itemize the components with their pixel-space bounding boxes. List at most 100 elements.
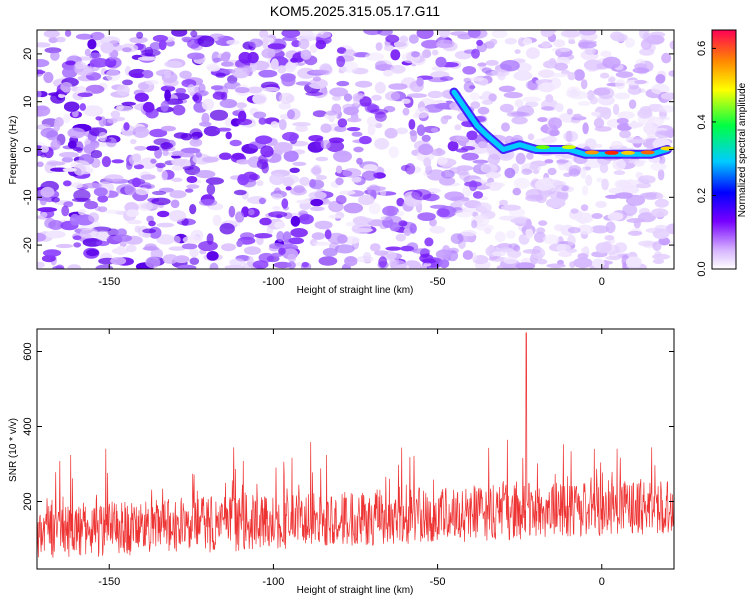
spectrogram-noise-blob [151, 197, 171, 206]
spectrogram-noise-blob [627, 230, 643, 236]
spectrogram-noise-blob [472, 159, 489, 164]
snr-x-tick-label: 0 [599, 576, 605, 588]
spectrogram-noise-blob [455, 135, 469, 141]
signal-hot-spot [604, 150, 619, 155]
spectrogram-noise-blob [566, 108, 573, 115]
spectrogram-noise-blob [624, 37, 635, 48]
snr-panel: -150 -100 -50 0 200 400 600 Height of straigh… [8, 328, 675, 596]
spectrogram-y-ticks: -20 -10 0 10 20 [22, 48, 674, 253]
spectrogram-noise-blob [408, 119, 416, 130]
spectrogram-noise-blob [659, 105, 674, 113]
spectrogram-noise-blob [658, 237, 670, 246]
spectrogram-noise-blob [43, 71, 54, 84]
spectrogram-noise-blob [610, 140, 623, 150]
spectrogram-noise-blob [639, 48, 655, 56]
spectrogram-noise-blob [150, 158, 157, 164]
spectrogram-noise-blob [43, 30, 60, 38]
spectrogram-noise-blob [430, 127, 439, 133]
spectrogram-noise-blob [308, 191, 327, 200]
spectrogram-noise-blob [548, 117, 562, 130]
spectrogram-noise-blob [60, 82, 73, 93]
spectrogram-noise-blob [87, 39, 97, 50]
spectrogram-noise-blob [225, 131, 232, 140]
spectrogram-noise-blob [540, 30, 554, 38]
spectrogram-noise-blob [73, 242, 82, 248]
spectrogram-noise-blob [50, 139, 61, 150]
spectrogram-noise-blob [161, 170, 168, 181]
spectrogram-noise-blob [654, 198, 669, 208]
spectrogram-noise-blob [573, 113, 582, 119]
spectrogram-noise-blob [262, 37, 269, 50]
spectrogram-noise-blob [656, 116, 671, 121]
spectrogram-noise-blob [429, 225, 446, 234]
spectrogram-noise-blob [600, 50, 612, 58]
spectrogram-noise-blob [212, 57, 223, 63]
spectrogram-noise-blob [464, 181, 482, 188]
spectrogram-noise-blob [637, 212, 657, 223]
spectrogram-noise-blob [333, 150, 352, 163]
spectrogram-noise-blob [300, 49, 312, 60]
spectrogram-noise-blob [556, 159, 569, 164]
spectrogram-noise-blob [299, 176, 310, 186]
spectrogram-noise-blob [346, 117, 362, 123]
spectrogram-noise-blob [345, 221, 356, 227]
spectrogram-noise-blob [199, 199, 218, 207]
spectrogram-noise-blob [454, 124, 462, 131]
colorbar-ticks: 0.0 0.2 0.4 0.6 [696, 41, 716, 277]
spectrogram-noise-blob [115, 245, 126, 256]
spectrogram-noise-blob [447, 140, 459, 152]
signal-hot-spot [561, 145, 576, 150]
spectrogram-noise-blob [156, 222, 175, 228]
spectrogram-noise-blob [593, 117, 605, 129]
spectrogram-noise-blob [134, 92, 149, 103]
spectrogram-noise-blob [475, 224, 494, 231]
spectrogram-noise-blob [233, 189, 247, 196]
spectrogram-noise-blob [567, 234, 576, 246]
spectrogram-noise-blob [67, 127, 86, 139]
spectrogram-noise-blob [154, 147, 163, 159]
spectrogram-noise-blob [504, 37, 517, 45]
spectrogram-noise-blob [538, 69, 555, 78]
spectrogram-noise-blob [141, 49, 161, 57]
spectrogram-noise-blob [258, 117, 267, 125]
spectrogram-noise-blob [522, 249, 541, 254]
spectrogram-noise-blob [547, 167, 557, 176]
spectrogram-noise-blob [462, 66, 477, 75]
spectrogram-noise-blob [149, 42, 162, 51]
spectrogram-noise-blob [285, 61, 297, 73]
spectrogram-noise-blob [134, 225, 141, 233]
spectrogram-noise-blob [375, 42, 383, 51]
spectrogram-noise-blob [40, 186, 55, 198]
spectrogram-noise-blob [110, 110, 121, 119]
spectrogram-noise-blob [427, 188, 441, 194]
spectrogram-noise-blob [589, 96, 598, 105]
spectrogram-noise-blob [171, 30, 188, 37]
spectrogram-x-ticks: -150 -100 -50 0 [98, 30, 605, 288]
spectrogram-y-tick-label: 0 [22, 146, 34, 152]
spectrogram-noise-blob [198, 83, 206, 93]
spectrogram-noise-blob [292, 122, 311, 127]
spectrogram-noise-blob [390, 49, 401, 61]
spectrogram-noise-blob [437, 156, 448, 165]
spectrogram-noise-blob [315, 175, 327, 180]
spectrogram-noise-blob [490, 181, 497, 187]
spectrogram-noise-blob [401, 98, 411, 104]
spectrogram-noise-blob [568, 35, 576, 44]
spectrogram-noise-blob [336, 234, 348, 244]
spectrogram-noise-blob [549, 129, 560, 137]
spectrogram-noise-blob [252, 93, 267, 105]
spectrogram-noise-blob [651, 83, 670, 95]
spectrogram-noise-blob [126, 244, 137, 253]
spectrogram-noise-blob [353, 228, 373, 233]
spectrogram-noise-blob [390, 260, 407, 269]
spectrogram-noise-blob [558, 251, 573, 258]
spectrogram-noise-blob [90, 31, 105, 41]
spectrogram-noise-blob [137, 82, 150, 90]
spectrogram-noise-blob [206, 183, 216, 196]
colorbar-label: Normalized spectral amplitude [737, 82, 748, 217]
spectrogram-noise-blob [270, 58, 279, 70]
spectrogram-noise-blob [491, 30, 508, 39]
spectrogram-noise-blob [470, 77, 484, 82]
spectrogram-noise-blob [283, 150, 299, 162]
spectrogram-noise-blob [429, 218, 437, 227]
